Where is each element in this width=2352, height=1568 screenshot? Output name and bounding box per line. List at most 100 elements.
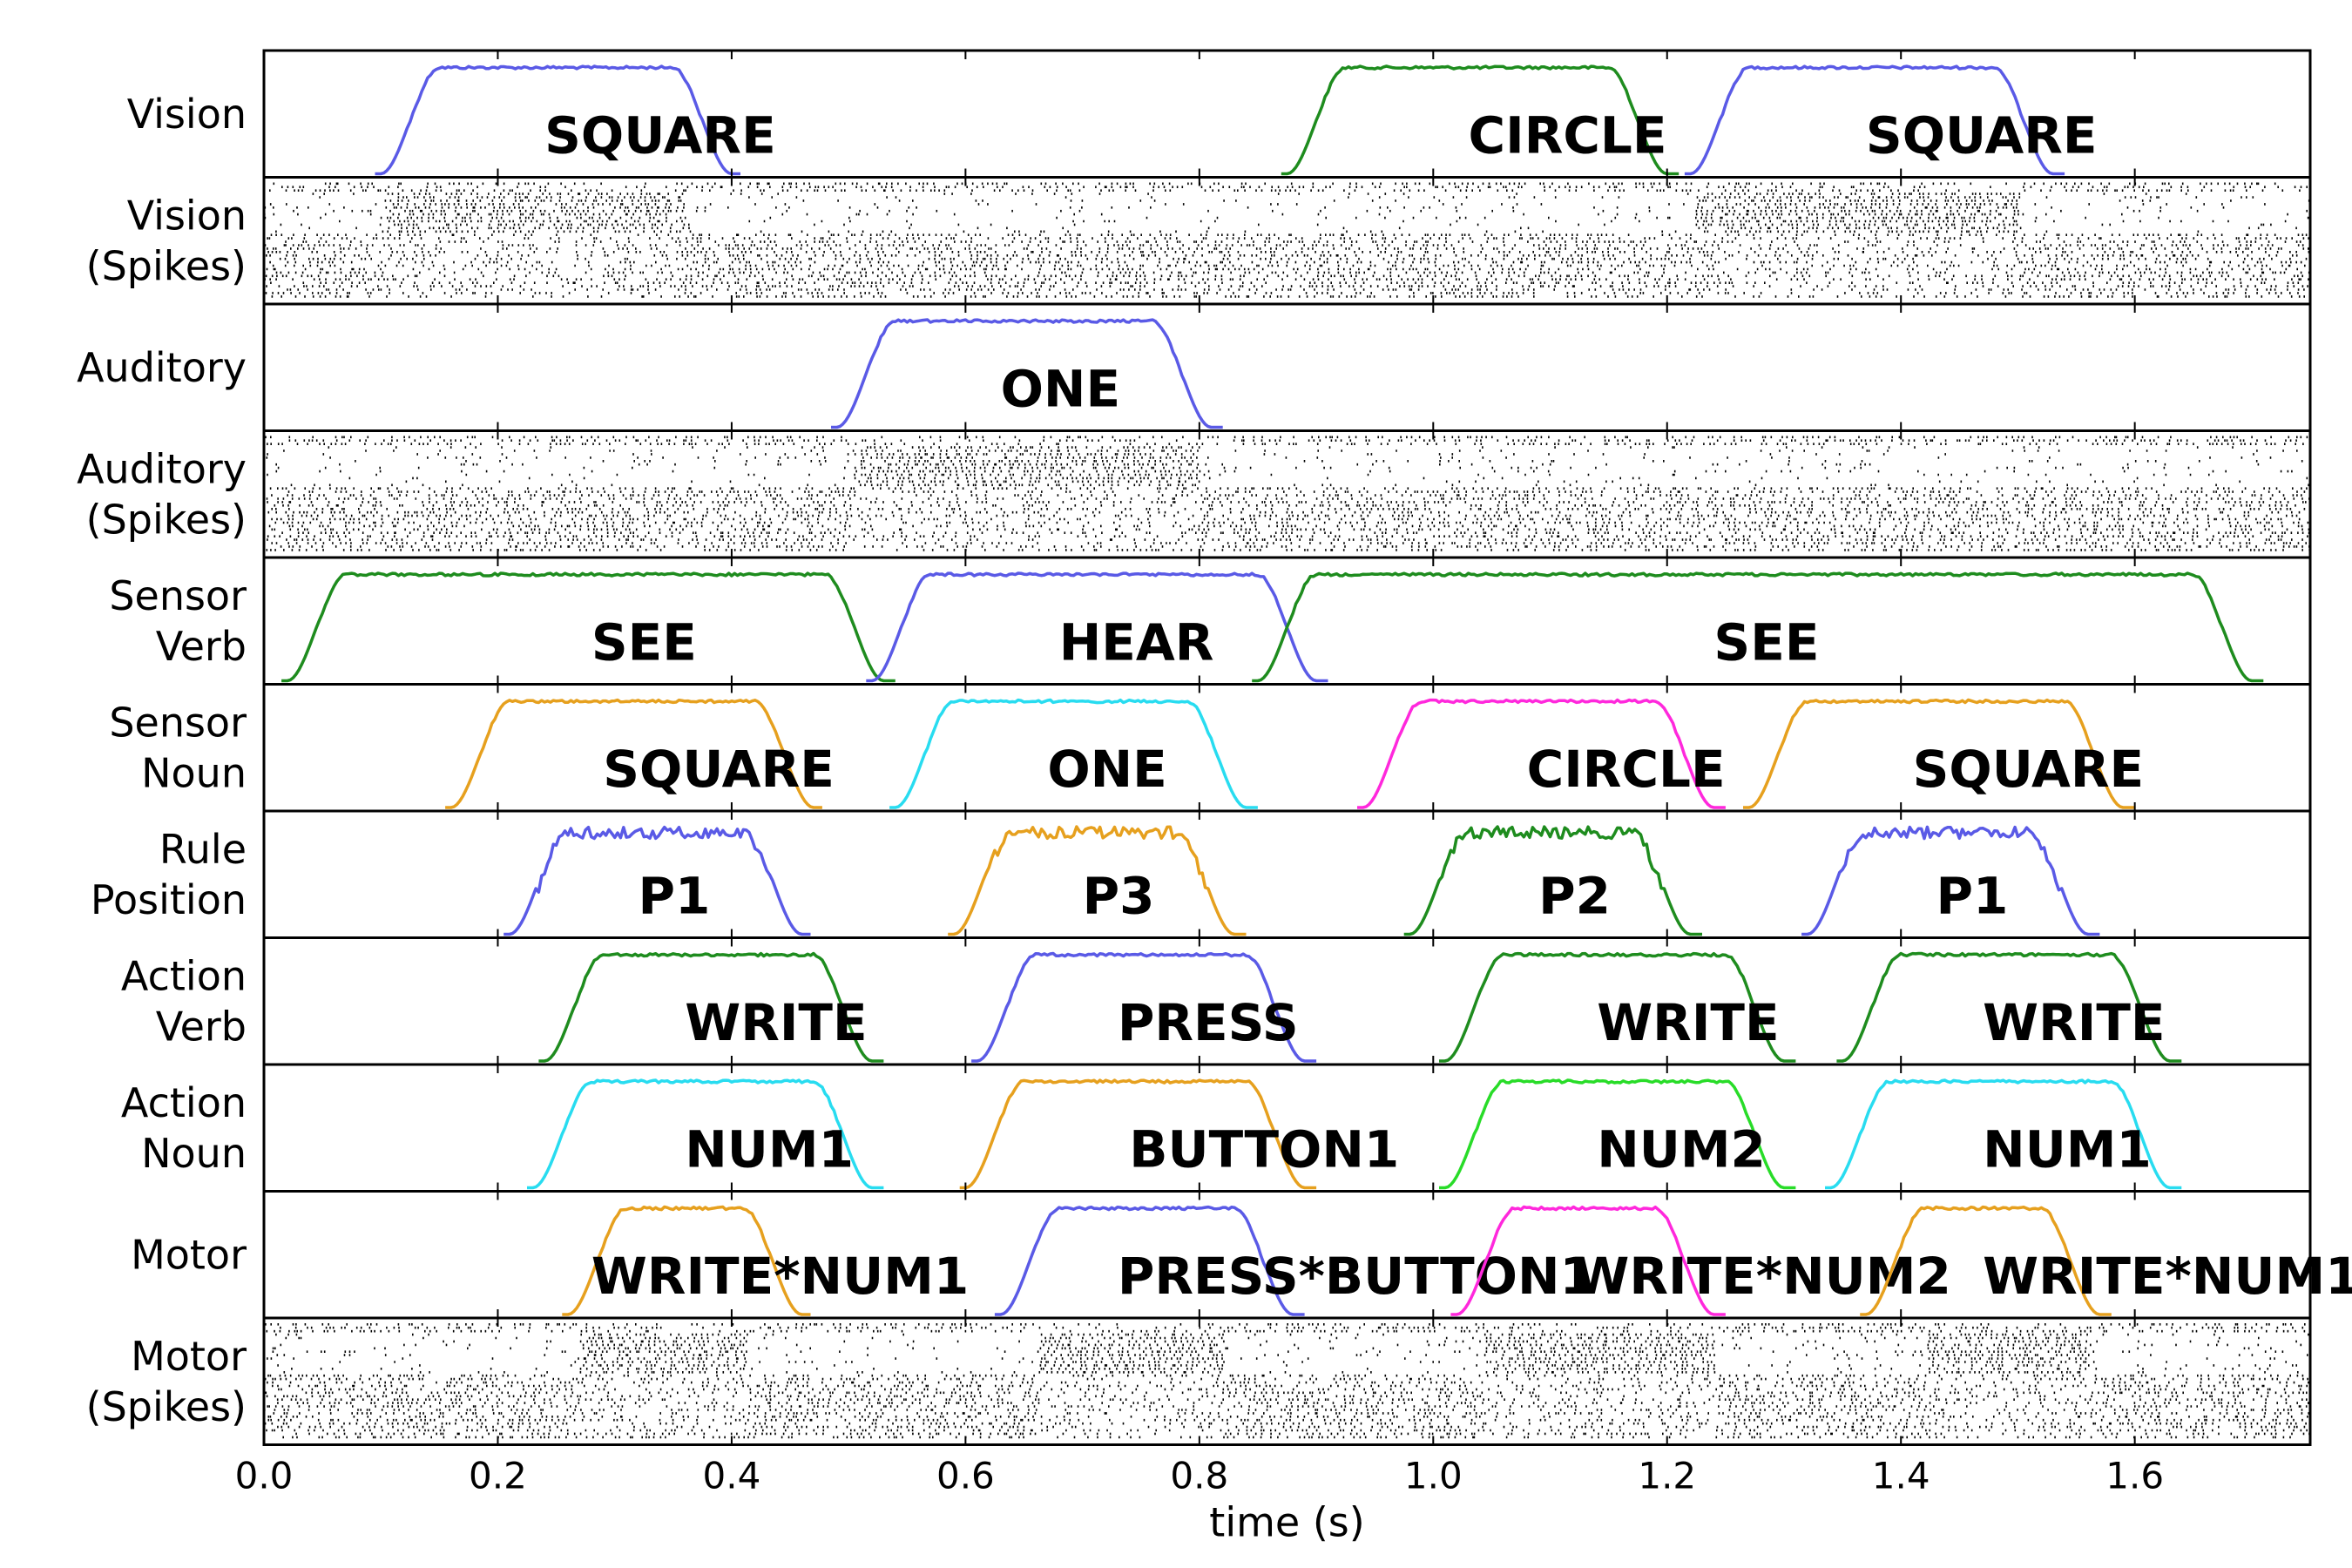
row-label: Rule Position bbox=[91, 826, 247, 923]
spike-ticks bbox=[263, 182, 2311, 298]
trace-line bbox=[281, 571, 896, 683]
row-label-line: Verb bbox=[156, 623, 247, 670]
row-label-line: Action bbox=[121, 952, 247, 999]
symbol-label: WRITE*NUM1 bbox=[591, 1247, 969, 1306]
row-label-line: Action bbox=[121, 1079, 247, 1126]
symbol-label: WRITE bbox=[1983, 993, 2165, 1052]
panel-frame bbox=[262, 302, 2312, 432]
x-axis-title: time (s) bbox=[1209, 1499, 1364, 1546]
symbol-label: SEE bbox=[591, 613, 697, 672]
symbol-label: WRITE bbox=[685, 993, 867, 1052]
row-label: Sensor Verb bbox=[109, 572, 247, 670]
panel-5: Sensor Noun SQUARE ONE CIRCLE SQUARE bbox=[109, 683, 2312, 813]
trace-line bbox=[971, 951, 1317, 1063]
spike-ticks bbox=[263, 436, 2311, 551]
symbol-label: NUM1 bbox=[685, 1120, 854, 1179]
symbol-label: SQUARE bbox=[1913, 740, 2145, 799]
x-tick-label: 0.6 bbox=[936, 1455, 995, 1497]
row-label-line: Vision bbox=[127, 91, 247, 138]
trace-line bbox=[445, 698, 822, 809]
symbol-label: ONE bbox=[1047, 740, 1166, 799]
row-label: Motor bbox=[131, 1231, 247, 1278]
panel-2: Auditory ONE bbox=[77, 302, 2312, 432]
trace-line bbox=[1450, 1205, 1726, 1316]
x-tick-label: 0.0 bbox=[235, 1455, 294, 1497]
trace-line bbox=[1684, 64, 2065, 176]
row-label-line: Auditory bbox=[77, 344, 247, 391]
trace-line bbox=[527, 1078, 884, 1190]
row-label-line: Rule bbox=[159, 826, 247, 873]
trace-line bbox=[1357, 698, 1726, 809]
row-label-line: Noun bbox=[141, 749, 247, 796]
symbol-label: P1 bbox=[1936, 867, 2008, 926]
panel-3: Auditory (Spikes) bbox=[77, 429, 2312, 559]
x-tick-label: 1.6 bbox=[2105, 1455, 2164, 1497]
symbol-label: BUTTON1 bbox=[1129, 1120, 1399, 1179]
trace-line bbox=[1281, 64, 1680, 176]
row-label-line: Motor bbox=[131, 1231, 247, 1278]
symbol-label: NUM1 bbox=[1983, 1120, 2152, 1179]
symbol-label: NUM2 bbox=[1597, 1120, 1766, 1179]
row-label-line: (Spikes) bbox=[86, 242, 247, 289]
symbol-label: P3 bbox=[1083, 867, 1155, 926]
spike-raster bbox=[263, 436, 2311, 551]
trace-line bbox=[1252, 571, 2264, 683]
symbol-label: ONE bbox=[1001, 360, 1120, 419]
symbol-label: SQUARE bbox=[1866, 106, 2098, 166]
x-tick-label: 0.2 bbox=[469, 1455, 527, 1497]
panel-8: Action Noun NUM1 BUTTON1 NUM2 NUM1 bbox=[121, 1063, 2312, 1193]
spike-raster bbox=[263, 1323, 2311, 1439]
trace-line bbox=[1801, 825, 2100, 936]
row-label-line: Motor bbox=[131, 1333, 247, 1380]
x-tick-label: 1.4 bbox=[1872, 1455, 1930, 1497]
panel-0: Vision SQUARE CIRCLE SQUARE bbox=[127, 49, 2312, 179]
row-label: Auditory bbox=[77, 344, 247, 391]
spike-ticks bbox=[263, 1323, 2311, 1439]
panel-frame bbox=[262, 1316, 2312, 1446]
panel-7: Action Verb WRITE PRESS WRITE WRITE bbox=[121, 936, 2312, 1066]
symbol-label: CIRCLE bbox=[1527, 740, 1726, 799]
symbol-label: P2 bbox=[1538, 867, 1611, 926]
trace-line bbox=[1836, 951, 2182, 1063]
x-tick-label: 1.2 bbox=[1638, 1455, 1696, 1497]
row-label: Auditory (Spikes) bbox=[77, 445, 247, 543]
row-label: Action Noun bbox=[121, 1079, 247, 1177]
trace-line bbox=[1403, 825, 1702, 936]
trace-line bbox=[1860, 1205, 2112, 1316]
trace-line bbox=[889, 698, 1258, 809]
panels: Vision SQUARE CIRCLE SQUARE Vision (Spikes) Au… bbox=[77, 49, 2352, 1446]
row-label-line: Position bbox=[91, 876, 247, 923]
trace-line bbox=[375, 64, 740, 176]
symbol-label: PRESS bbox=[1118, 993, 1299, 1052]
row-label-line: Sensor bbox=[109, 699, 247, 746]
x-axis: 0.0 0.2 0.4 0.6 0.8 1.0 1.2 1.4 1.6 time (s) bbox=[235, 1455, 2164, 1546]
trace-line bbox=[1825, 1078, 2182, 1190]
row-label-line: Verb bbox=[156, 1003, 247, 1050]
symbol-label: WRITE bbox=[1597, 993, 1779, 1052]
trace-line bbox=[866, 571, 1328, 683]
symbol-label: SQUARE bbox=[603, 740, 835, 799]
panel-10: Motor (Spikes) bbox=[86, 1316, 2312, 1446]
row-label: Vision bbox=[127, 91, 247, 138]
symbol-label: CIRCLE bbox=[1469, 106, 1667, 166]
row-label: Sensor Noun bbox=[109, 699, 247, 796]
row-label-line: Sensor bbox=[109, 572, 247, 619]
trace-line bbox=[504, 825, 811, 936]
panel-frame bbox=[262, 429, 2312, 559]
symbol-label: SQUARE bbox=[544, 106, 776, 166]
trace-line bbox=[1439, 1078, 1796, 1190]
row-label-line: (Spikes) bbox=[86, 496, 247, 543]
row-label-line: Auditory bbox=[77, 445, 247, 492]
trace-line bbox=[994, 1205, 1305, 1316]
trace-line bbox=[959, 1078, 1317, 1190]
symbol-label: P1 bbox=[639, 867, 711, 926]
row-label: Motor (Spikes) bbox=[86, 1333, 247, 1430]
panel-4: Sensor Verb SEE HEAR SEE bbox=[109, 556, 2312, 686]
panel-6: Rule Position P1 P3 P2 P1 bbox=[91, 809, 2312, 939]
x-tick-label: 1.0 bbox=[1404, 1455, 1463, 1497]
row-label: Vision (Spikes) bbox=[86, 192, 247, 289]
symbol-label: HEAR bbox=[1059, 613, 1214, 672]
trace-line bbox=[562, 1205, 811, 1316]
